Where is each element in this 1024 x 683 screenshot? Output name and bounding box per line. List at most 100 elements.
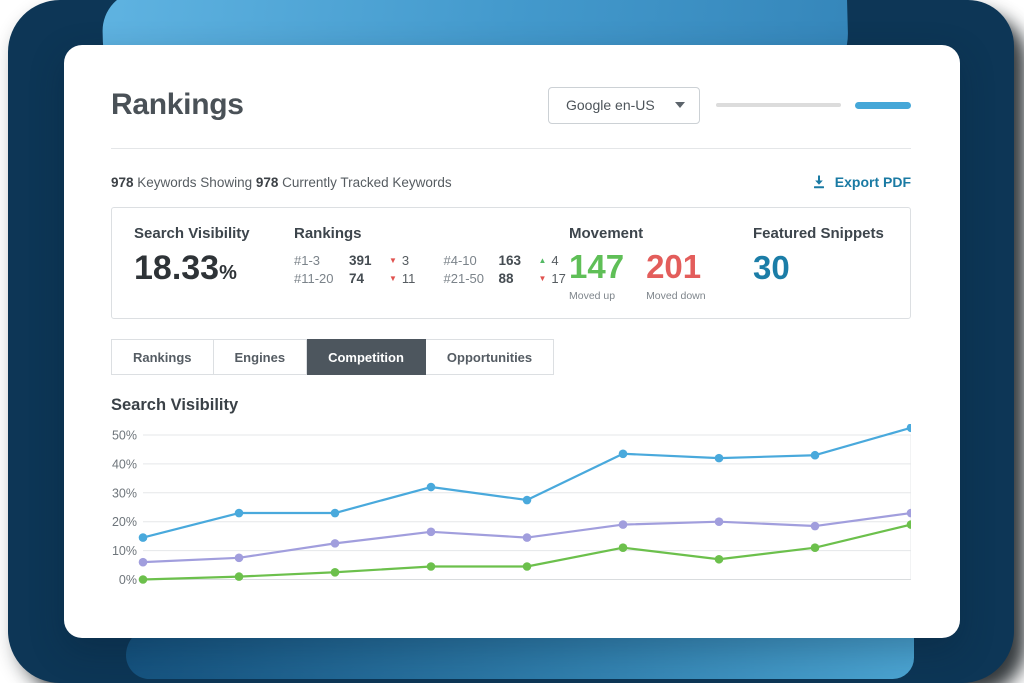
- tab-rankings[interactable]: Rankings: [111, 339, 214, 375]
- chart-point-green: [234, 572, 244, 581]
- ranking-change-value: 11: [401, 271, 416, 286]
- y-axis-tick-label: 10%: [112, 544, 137, 558]
- scrollbar-thumb[interactable]: [855, 101, 911, 109]
- featured-snippets-label: Featured Snippets: [753, 225, 884, 242]
- ranking-range-item: #21-50 88 ▼ 17: [444, 271, 570, 286]
- page-title: Rankings: [111, 88, 244, 121]
- chart-point-purple: [618, 520, 628, 529]
- chart-point-green: [618, 543, 628, 553]
- ranking-range-label: #4-10: [443, 253, 477, 268]
- ranking-range-label: #11-20: [294, 271, 334, 286]
- chart-point-green: [522, 562, 532, 571]
- chart-point-blue: [330, 508, 340, 518]
- movement-label: Movement: [569, 225, 644, 242]
- ranking-range-count: 74: [349, 271, 365, 286]
- chart-point-green: [330, 567, 340, 577]
- moved-down-value: 201: [646, 248, 702, 285]
- ranking-range-count: 88: [498, 271, 514, 286]
- scrollbar-track[interactable]: [716, 103, 841, 107]
- rankings-breakdown: #1-3 391 ▼ 3 #4-10 163 ▲ 4 #11-20 74 ▼ 11 #21-50 88 ▼ 1…: [294, 253, 569, 286]
- chart-point-green: [138, 575, 148, 584]
- triangle-up-icon: ▲: [538, 255, 547, 265]
- chart-point-blue: [714, 453, 724, 463]
- moved-up-value: 147: [569, 248, 625, 285]
- ranking-range-label: #1-3: [294, 253, 321, 268]
- chart-point-purple: [522, 533, 532, 542]
- search-visibility-label: Search Visibility: [134, 225, 250, 242]
- chart-point-blue: [138, 533, 148, 542]
- chart-point-purple: [234, 553, 244, 563]
- chart-point-blue: [522, 495, 532, 505]
- search-visibility-unit: %: [219, 262, 237, 284]
- ranking-change-value: 4: [551, 253, 559, 268]
- triangle-down-icon: ▼: [389, 255, 397, 265]
- ranking-range-change: ▼ 11: [389, 271, 420, 286]
- movement-down: 201 Moved down: [646, 248, 706, 302]
- export-pdf-label: Export PDF: [834, 174, 911, 190]
- chart-point-green: [810, 543, 820, 553]
- ranking-range-count: 163: [498, 253, 522, 268]
- movement-values: 147 Moved up 201 Moved down: [569, 248, 753, 302]
- header-divider: [111, 148, 911, 149]
- y-axis-tick-label: 40%: [112, 457, 137, 471]
- chart-point-blue: [906, 423, 916, 433]
- ranking-range-item: #4-10 163 ▲ 4: [444, 253, 570, 268]
- chart-point-purple: [810, 521, 820, 531]
- engine-select[interactable]: Google en-US: [548, 86, 700, 124]
- y-axis-tick-label: 50%: [112, 429, 137, 443]
- dashboard-card: Rankings Google en-US 978 Keywords Showi…: [64, 45, 960, 638]
- stats-panel: Search Visibility 18.33% Rankings #1-3 39…: [111, 207, 911, 319]
- rankings-label: Rankings: [294, 225, 362, 242]
- ranking-range-change: ▼ 17: [539, 271, 570, 286]
- chart-line-blue: [142, 426, 912, 539]
- moved-down-caption: Moved down: [646, 289, 706, 302]
- y-axis-tick-label: 0%: [119, 573, 137, 587]
- visibility-chart: 0% 10% 20% 30% 40% 50%: [111, 423, 916, 599]
- chart-point-blue: [618, 449, 628, 459]
- tab-competition[interactable]: Competition: [307, 339, 426, 375]
- chart-point-green: [714, 554, 724, 564]
- chart-point-purple: [714, 517, 724, 526]
- keywords-tracked-text: Currently Tracked Keywords: [278, 174, 452, 190]
- featured-snippets-value: 30: [753, 249, 790, 286]
- moved-up-caption: Moved up: [569, 289, 616, 302]
- summary-row: 978 Keywords Showing 978 Currently Track…: [111, 167, 911, 197]
- tab-opportunities[interactable]: Opportunities: [425, 339, 555, 375]
- stat-search-visibility: Search Visibility 18.33%: [134, 225, 294, 318]
- header-controls: Google en-US: [548, 86, 911, 124]
- y-axis-tick-label: 20%: [112, 515, 137, 529]
- keywords-tracked-count: 978: [255, 174, 279, 190]
- visibility-chart-svg: 0% 10% 20% 30% 40% 50%: [112, 423, 916, 587]
- triangle-down-icon: ▼: [538, 273, 547, 283]
- y-axis-tick-label: 30%: [112, 486, 137, 500]
- ranking-range-change: ▲ 4: [539, 253, 570, 268]
- engine-select-value: Google en-US: [566, 97, 655, 113]
- chart-point-blue: [234, 508, 244, 518]
- tab-engines[interactable]: Engines: [213, 339, 308, 375]
- stat-rankings: Rankings #1-3 391 ▼ 3 #4-10 163 ▲ 4 #11-20 74 ▼ 11 #…: [294, 225, 569, 318]
- search-visibility-value: 18.33%: [134, 249, 237, 287]
- ranking-range-item: #11-20 74 ▼ 11: [294, 271, 420, 286]
- card-header: Rankings Google en-US: [111, 83, 911, 127]
- chart-title: Search Visibility: [111, 396, 239, 414]
- export-pdf-button[interactable]: Export PDF: [811, 174, 911, 190]
- chart-point-green: [426, 562, 436, 571]
- keywords-showing-count: 978: [111, 174, 134, 190]
- chart-line-green: [142, 523, 912, 581]
- chart-point-blue: [810, 450, 820, 460]
- ranking-range-item: #1-3 391 ▼ 3: [294, 253, 420, 268]
- chevron-down-icon: [675, 102, 685, 108]
- ranking-change-value: 17: [551, 271, 566, 286]
- download-icon: [813, 175, 824, 189]
- stat-featured-snippets: Featured Snippets 30: [753, 225, 910, 318]
- ranking-range-count: 391: [349, 253, 372, 268]
- triangle-down-icon: ▼: [389, 273, 397, 283]
- tabs: Rankings Engines Competition Opportunities: [111, 339, 911, 375]
- chart-point-purple: [138, 557, 148, 567]
- chart-point-blue: [426, 482, 436, 492]
- keywords-showing-text: Keywords Showing: [133, 174, 256, 190]
- ranking-change-value: 3: [401, 253, 410, 268]
- stat-movement: Movement 147 Moved up 201 Moved down: [569, 225, 753, 318]
- movement-up: 147 Moved up: [569, 248, 625, 302]
- chart-point-purple: [330, 539, 340, 548]
